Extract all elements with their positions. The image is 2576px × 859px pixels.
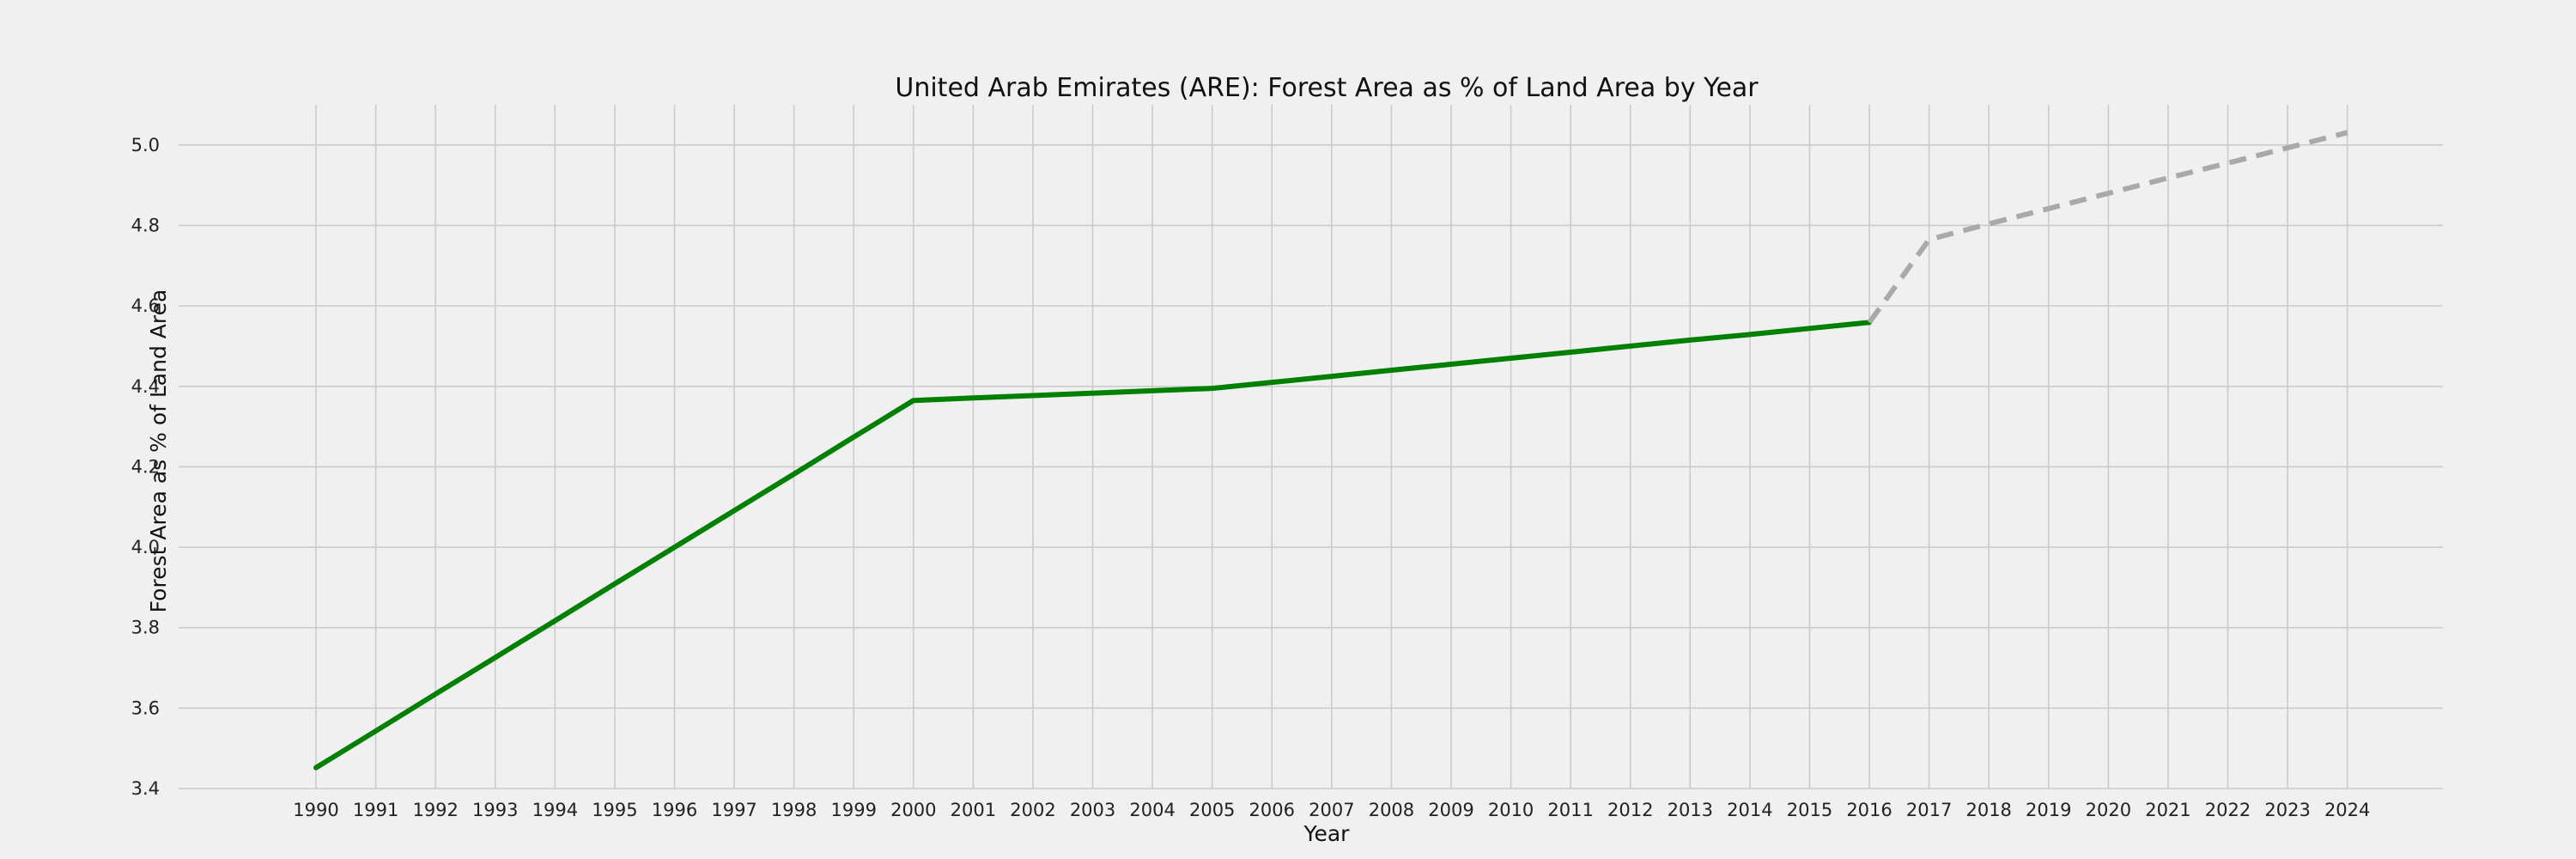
y-tick-label: 3.6	[131, 698, 160, 718]
historical-series-line	[313, 320, 1873, 771]
x-tick-label: 2011	[1547, 800, 1593, 820]
y-tick-label: 4.2	[131, 456, 160, 477]
x-tick-label: 1991	[353, 800, 398, 820]
x-tick-label: 2020	[2086, 800, 2131, 820]
x-tick-label: 2010	[1488, 800, 1534, 820]
y-tick-label: 4.4	[131, 376, 160, 397]
x-tick-label: 2016	[1846, 800, 1892, 820]
x-tick-label: 2017	[1906, 800, 1952, 820]
x-tick-label: 1996	[652, 800, 697, 820]
chart-title: United Arab Emirates (ARE): Forest Area …	[895, 73, 1759, 103]
grid	[179, 105, 2443, 789]
x-tick-label: 2021	[2145, 800, 2190, 820]
x-tick-label: 2007	[1309, 800, 1354, 820]
x-tick-label: 2019	[2026, 800, 2071, 820]
x-tick-label: 2014	[1727, 800, 1772, 820]
x-tick-label: 2022	[2205, 800, 2251, 820]
x-tick-label: 1992	[412, 800, 458, 820]
y-tick-label: 5.0	[131, 135, 160, 155]
y-tick-label: 4.0	[131, 537, 160, 557]
y-tick-label: 3.8	[131, 618, 160, 638]
x-tick-label: 2023	[2264, 800, 2310, 820]
x-tick-label: 2015	[1787, 800, 1832, 820]
x-tick-labels: 1990 1991 1992 1993 1994 1995 1996 1997 1998 1999…	[293, 800, 2370, 820]
series-lines	[313, 130, 2348, 771]
x-tick-label: 2018	[1965, 800, 2011, 820]
x-tick-label: 2002	[1010, 800, 1055, 820]
x-tick-label: 2000	[890, 800, 936, 820]
y-tick-label: 4.8	[131, 215, 160, 235]
x-tick-label: 1998	[771, 800, 817, 820]
x-tick-label: 2013	[1668, 800, 1713, 820]
x-tick-label: 1993	[472, 800, 518, 820]
x-axis-title: Year	[1303, 821, 1351, 846]
x-tick-label: 1990	[293, 800, 338, 820]
x-tick-label: 1994	[532, 800, 578, 820]
x-tick-label: 2008	[1369, 800, 1414, 820]
x-tick-label: 2003	[1070, 800, 1115, 820]
x-tick-label: 1997	[711, 800, 756, 820]
x-tick-label: 2001	[951, 800, 996, 820]
x-tick-label: 2004	[1129, 800, 1175, 820]
x-tick-label: 2009	[1428, 800, 1473, 820]
y-tick-label: 4.6	[131, 295, 160, 316]
y-axis-title: Forest Area as % of Land Area	[146, 289, 171, 613]
projected-series-line	[1867, 130, 2348, 325]
x-tick-label: 2006	[1249, 800, 1295, 820]
y-tick-labels: 3.4 3.6 3.8 4.0 4.2 4.4 4.6 4.8 5.0	[131, 135, 160, 799]
x-tick-label: 2024	[2324, 800, 2370, 820]
x-tick-label: 1999	[831, 800, 877, 820]
y-tick-label: 3.4	[131, 778, 160, 799]
x-tick-label: 2005	[1189, 800, 1235, 820]
x-tick-label: 2012	[1607, 800, 1653, 820]
x-tick-label: 1995	[592, 800, 637, 820]
